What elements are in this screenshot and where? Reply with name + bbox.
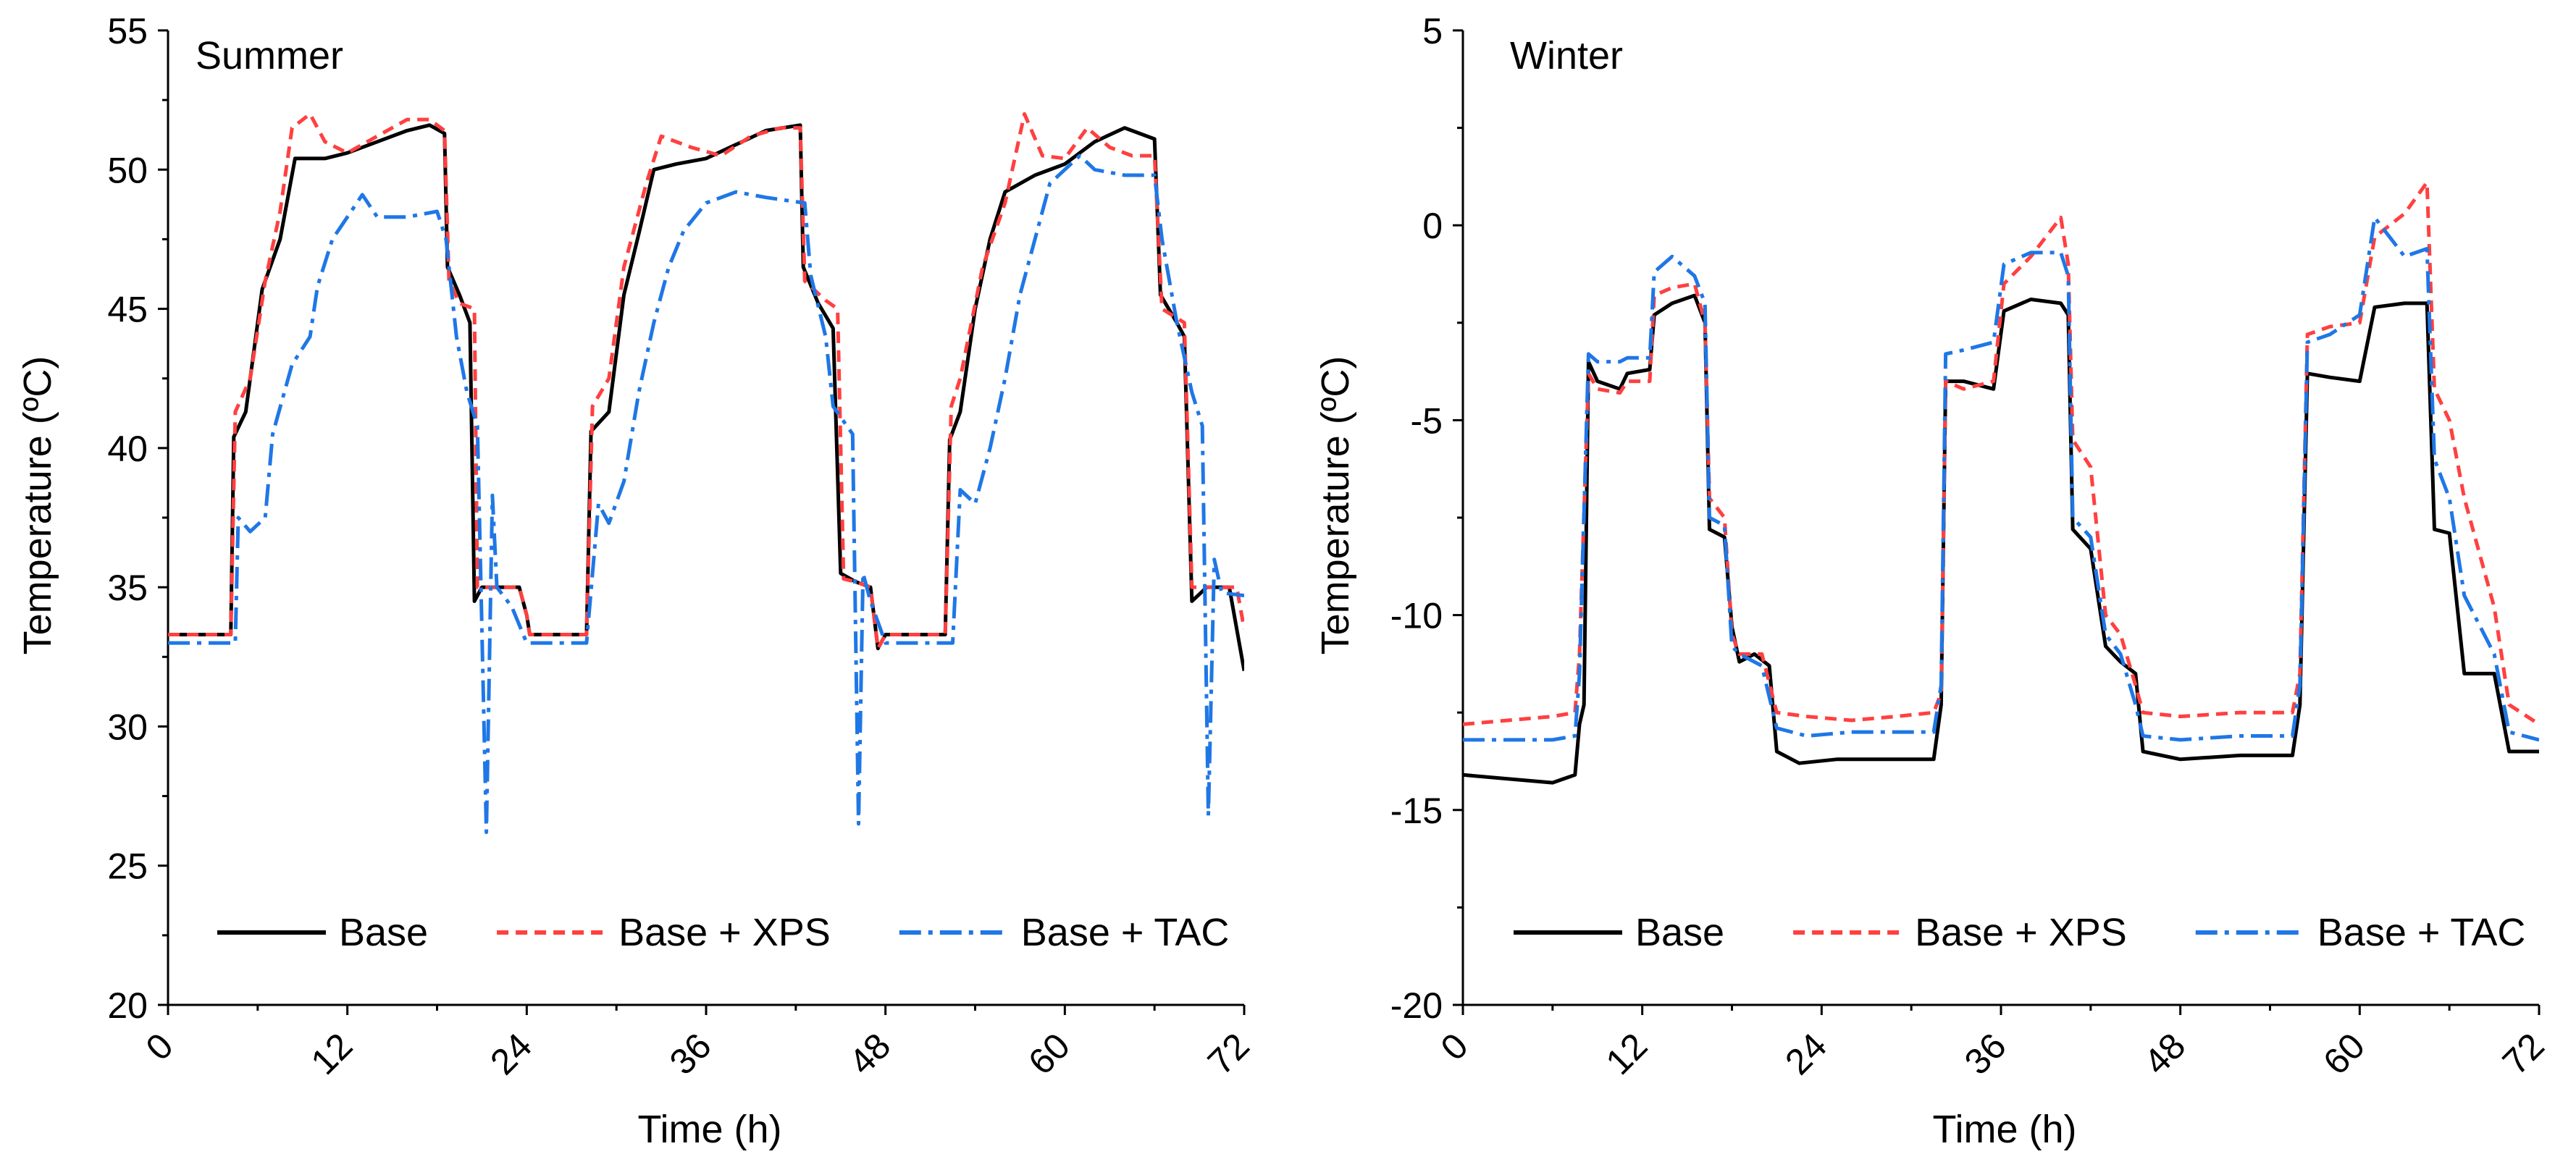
winter-x-tick-label: 12 [1598, 1025, 1656, 1082]
winter-y-tick-label: 0 [1422, 206, 1443, 246]
winter-y-tick-label: -5 [1411, 400, 1443, 441]
summer-panel: Temperature (ºC) Time (h) Summer 20 25 30 3… [16, 11, 1257, 1151]
summer-y-tick-label: 25 [107, 846, 148, 887]
summer-legend-label-0: Base [339, 911, 428, 954]
winter-x-axis-label: Time (h) [1933, 1108, 2077, 1151]
summer-series-2-line [168, 153, 1244, 835]
winter-x-tick-label: 0 [1433, 1025, 1476, 1068]
winter-y-tick-label: -10 [1390, 596, 1443, 636]
summer-x-tick-label: 36 [662, 1025, 719, 1082]
winter-x-tick-label: 60 [2315, 1025, 2372, 1082]
summer-y-axis-label: Temperature (ºC) [16, 356, 59, 655]
summer-series-0-line [168, 123, 1244, 671]
summer-y-tick-label: 20 [107, 985, 148, 1026]
summer-y-tick-label: 55 [107, 11, 148, 51]
summer-y-tick-label: 35 [107, 568, 148, 608]
winter-y-axis-label: Temperature (ºC) [1314, 356, 1357, 655]
winter-panel-label: Winter [1510, 34, 1623, 77]
winter-panel: Temperature (ºC) Time (h) Winter -20 -15 -… [1314, 11, 2552, 1151]
winter-legend-label-0: Base [1635, 911, 1724, 954]
winter-legend-label-1: Base + XPS [1915, 911, 2127, 954]
summer-legend-label-1: Base + XPS [618, 911, 831, 954]
summer-y-tick-label: 50 [107, 150, 148, 190]
summer-x-axis-label: Time (h) [638, 1108, 782, 1151]
summer-y-tick-label: 40 [107, 429, 148, 469]
summer-x-tick-label: 72 [1200, 1025, 1257, 1082]
summer-x-tick-label: 0 [138, 1025, 181, 1068]
summer-legend-label-2: Base + TAC [1021, 911, 1230, 954]
winter-series-2-line [1463, 215, 2539, 742]
summer-x-tick-label: 12 [303, 1025, 361, 1082]
winter-y-tick-label: -15 [1390, 791, 1443, 831]
winter-x-tick-label: 24 [1777, 1025, 1834, 1082]
summer-y-tick-label: 30 [107, 707, 148, 747]
winter-x-tick-label: 72 [2495, 1025, 2552, 1082]
winter-x-tick-label: 36 [1957, 1025, 2014, 1082]
winter-x-tick-label: 48 [2136, 1025, 2194, 1082]
winter-y-tick-label: 5 [1422, 11, 1443, 51]
summer-x-tick-label: 24 [482, 1025, 540, 1082]
winter-series-0-line [1463, 293, 2539, 785]
summer-x-tick-label: 48 [842, 1025, 899, 1082]
summer-y-tick-label: 45 [107, 290, 148, 330]
winter-series-group [1463, 180, 2539, 785]
summer-x-tick-label: 60 [1020, 1025, 1078, 1082]
winter-series-1-line [1463, 180, 2539, 726]
summer-series-group [168, 111, 1244, 835]
winter-legend-label-2: Base + TAC [2317, 911, 2526, 954]
summer-series-1-line [168, 111, 1244, 651]
summer-panel-label: Summer [196, 34, 343, 77]
winter-y-tick-label: -20 [1390, 985, 1443, 1026]
